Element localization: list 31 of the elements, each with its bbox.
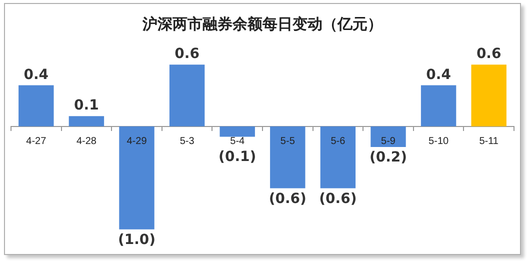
bar	[220, 126, 255, 137]
bar	[18, 85, 54, 126]
chart-title: 沪深两市融券余额每日变动（亿元）	[142, 14, 382, 33]
data-label: (0.6)	[268, 190, 306, 207]
bar	[119, 126, 154, 230]
bar	[169, 64, 205, 126]
x-tick-label: 4-29	[126, 136, 148, 148]
data-label: 0.6	[476, 46, 502, 62]
x-tick-label: 5-3	[180, 136, 195, 148]
data-label: 0.4	[24, 66, 49, 83]
data-label: 0.6	[174, 46, 200, 62]
x-tick-label: 4-27	[26, 136, 47, 148]
bar	[370, 126, 406, 147]
x-tick-label: 5-10	[428, 136, 449, 148]
x-tick-label: 5-9	[381, 136, 396, 148]
x-tick-label: 5-4	[230, 136, 246, 148]
data-label: (0.6)	[319, 190, 357, 207]
bar	[471, 64, 506, 126]
data-label: (1.0)	[118, 232, 156, 248]
x-tick-label: 5-11	[479, 136, 499, 148]
x-tick-label: 5-5	[280, 136, 296, 148]
data-label: (0.1)	[218, 149, 256, 166]
data-label: 0.1	[74, 98, 99, 114]
data-label: (0.2)	[369, 150, 408, 166]
bar	[320, 126, 356, 188]
data-label: 0.4	[426, 66, 452, 83]
x-tick-label: 5-6	[330, 136, 346, 148]
x-tick-label: 4-28	[76, 136, 97, 148]
bar	[420, 85, 456, 126]
bar	[270, 126, 306, 188]
bar	[68, 116, 104, 126]
